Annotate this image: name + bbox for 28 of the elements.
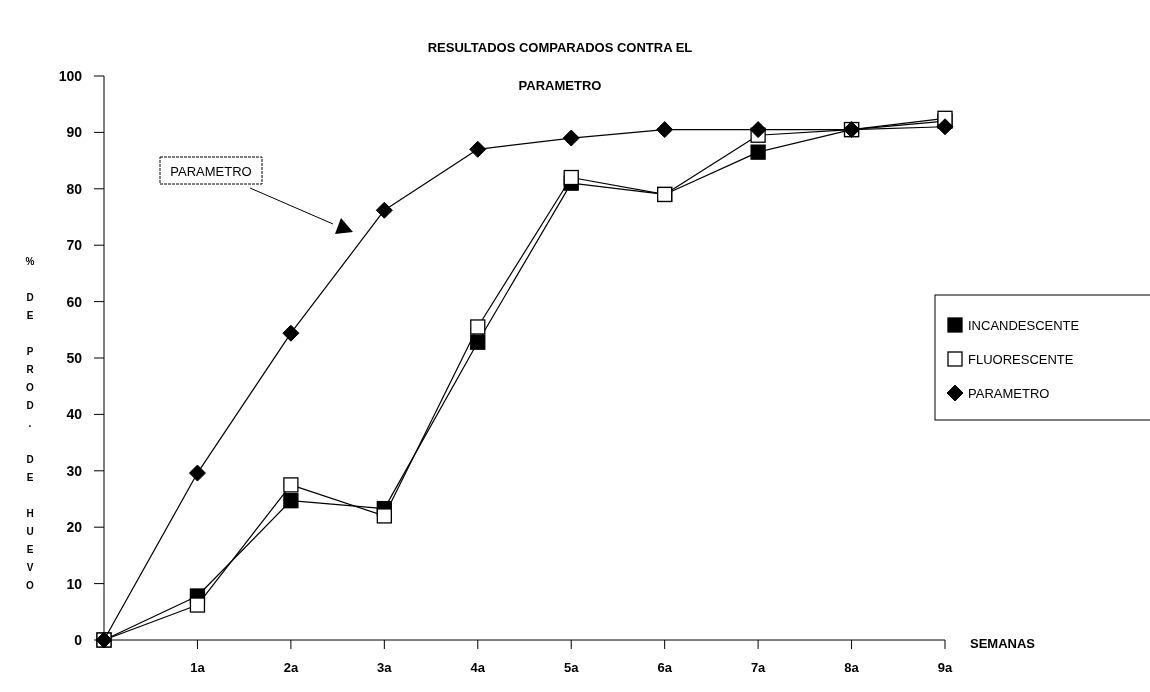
y-tick-label: 30 [66,462,83,479]
x-tick-label: 2a [283,660,299,675]
x-tick-label: 1a [190,660,206,675]
x-tick-label: 5a [563,660,580,675]
y-tick-label: 100 [58,68,83,84]
y-tick-label: 10 [66,575,83,592]
x-tick-label: 7a [750,660,767,675]
x-tick-label: 3a [377,660,393,675]
y-tick-label: 20 [66,519,83,536]
y-tick-label: 90 [66,124,83,141]
legend-label: PARAMETRO [968,386,1050,401]
annotation: PARAMETRO [170,164,252,179]
legend-label: INCANDESCENTE [968,318,1080,333]
x-tick-label: 6a [657,660,673,675]
x-tick-label: 8a [844,660,860,675]
x-axis-title: SEMANAS [970,636,1036,651]
y-tick-label: 70 [66,237,83,254]
legend-label: FLUORESCENTE [968,352,1074,367]
y-tick-label: 80 [66,180,83,197]
y-tick-label: 60 [66,293,83,310]
x-tick-label: 9a [937,660,953,675]
text: % DE PROD. DE HUEVO [25,256,35,591]
y-tick-label: 0 [74,632,83,648]
chart-subtitle: PARAMETRO [518,78,602,93]
x-tick-label: 4a [470,660,486,675]
chart-title: RESULTADOS COMPARADOS CONTRA EL [427,40,693,55]
y-tick-label: 40 [66,406,83,423]
y-tick-label: 50 [66,350,83,366]
